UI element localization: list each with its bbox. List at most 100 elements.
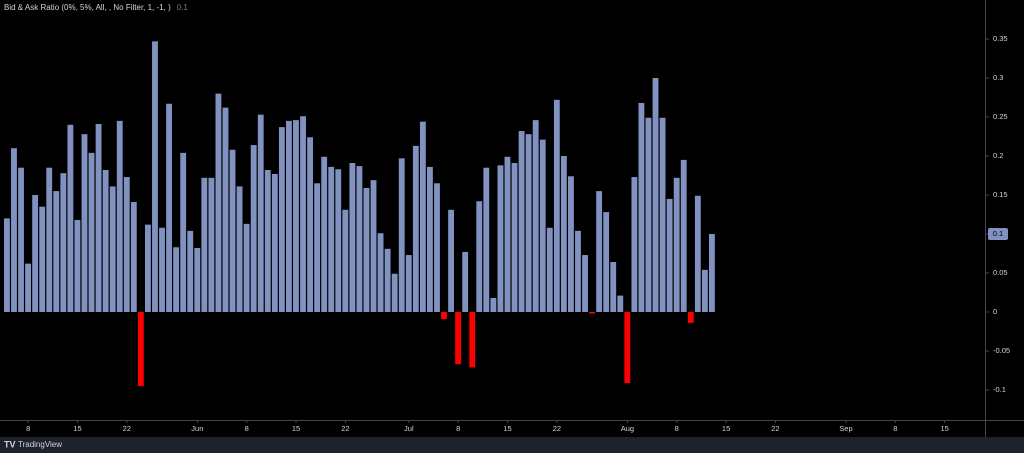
bar: [307, 137, 313, 312]
bar: [67, 124, 74, 312]
bar: [130, 202, 137, 312]
bar: [328, 166, 335, 312]
x-tick-label: 15: [503, 424, 511, 433]
bar: [88, 152, 95, 312]
bar: [645, 117, 652, 312]
bar: [137, 311, 144, 387]
bar: [194, 248, 201, 312]
bar: [560, 155, 567, 312]
x-tick-label: 22: [123, 424, 131, 433]
bar: [102, 170, 109, 312]
bar: [314, 183, 321, 312]
bar: [187, 230, 194, 312]
bar: [582, 255, 588, 312]
bar: [610, 262, 617, 312]
bar: [25, 263, 31, 312]
bar: [264, 170, 271, 312]
bar: [370, 180, 377, 312]
last-value-label: 0.1: [993, 229, 1003, 238]
bar: [427, 166, 433, 312]
x-tick-label: Jun: [191, 424, 203, 433]
bar: [546, 227, 553, 312]
bar: [145, 224, 151, 312]
bar: [666, 198, 673, 312]
bar: [434, 183, 440, 312]
bar: [53, 191, 60, 312]
x-tick-label: Jul: [404, 424, 414, 433]
bar: [483, 167, 490, 312]
x-tick-label: Aug: [621, 424, 634, 433]
bar: [4, 218, 10, 312]
bar: [95, 124, 102, 312]
x-tick-label: 8: [893, 424, 897, 433]
x-tick-label: 8: [26, 424, 30, 433]
bar: [694, 195, 701, 312]
bar: [18, 167, 24, 312]
y-tick-label: 0.3: [993, 73, 1003, 82]
bar: [441, 311, 447, 319]
bar: [180, 152, 187, 312]
bar: [271, 173, 278, 312]
bar: [532, 120, 539, 312]
bar: [596, 191, 603, 312]
bar: [81, 134, 88, 312]
bar: [553, 99, 560, 312]
bar: [638, 102, 645, 312]
x-tick-label: 15: [722, 424, 730, 433]
bar: [152, 41, 158, 312]
bar: [342, 209, 349, 312]
bar: [539, 139, 546, 312]
bar: [243, 223, 250, 312]
bar: [109, 186, 116, 312]
bar: [412, 145, 419, 312]
last-value-badge: [988, 227, 1008, 240]
x-tick-label: 8: [456, 424, 460, 433]
footer: [0, 437, 1024, 453]
brand-logo: TV: [4, 439, 16, 449]
x-tick-label: 22: [771, 424, 779, 433]
bar: [631, 177, 638, 312]
x-tick-label: Sep: [839, 424, 852, 433]
plot-area: 81522Jun81522Jul81522Aug81522Sep81522: [4, 41, 949, 433]
bar: [201, 177, 208, 312]
y-tick-label: 0.25: [993, 112, 1008, 121]
legend-value: 0.1: [177, 3, 189, 12]
bar: [490, 297, 497, 312]
bar: [709, 233, 715, 312]
bar: [215, 93, 222, 312]
bar: [159, 227, 165, 312]
bar: [173, 247, 180, 312]
x-tick-label: 22: [553, 424, 561, 433]
bar: [617, 295, 624, 312]
bar: [116, 120, 123, 312]
bar: [603, 212, 610, 312]
bar: [250, 145, 257, 312]
bar: [286, 120, 292, 312]
bar: [257, 114, 264, 312]
x-tick-label: 15: [940, 424, 948, 433]
bar: [166, 103, 172, 312]
bar: [229, 149, 236, 312]
bar: [377, 233, 384, 312]
bar: [518, 131, 525, 312]
x-tick-label: 15: [73, 424, 81, 433]
bar: [398, 158, 405, 312]
bar: [11, 148, 17, 312]
brand: TradingView: [18, 440, 62, 449]
bar: [673, 177, 680, 312]
bar: [405, 255, 412, 312]
bar: [680, 159, 687, 312]
bar: [363, 187, 370, 312]
bar: [701, 269, 708, 312]
bar: [236, 186, 243, 312]
bar: [46, 167, 53, 312]
bar: [497, 165, 504, 312]
bar: [568, 176, 574, 312]
bar: [391, 273, 398, 312]
y-tick-label: -0.05: [993, 346, 1010, 355]
bar: [455, 311, 462, 365]
bar: [123, 177, 130, 312]
bar: [589, 311, 595, 314]
bar: [659, 117, 666, 312]
y-tick-label: 0.05: [993, 268, 1008, 277]
